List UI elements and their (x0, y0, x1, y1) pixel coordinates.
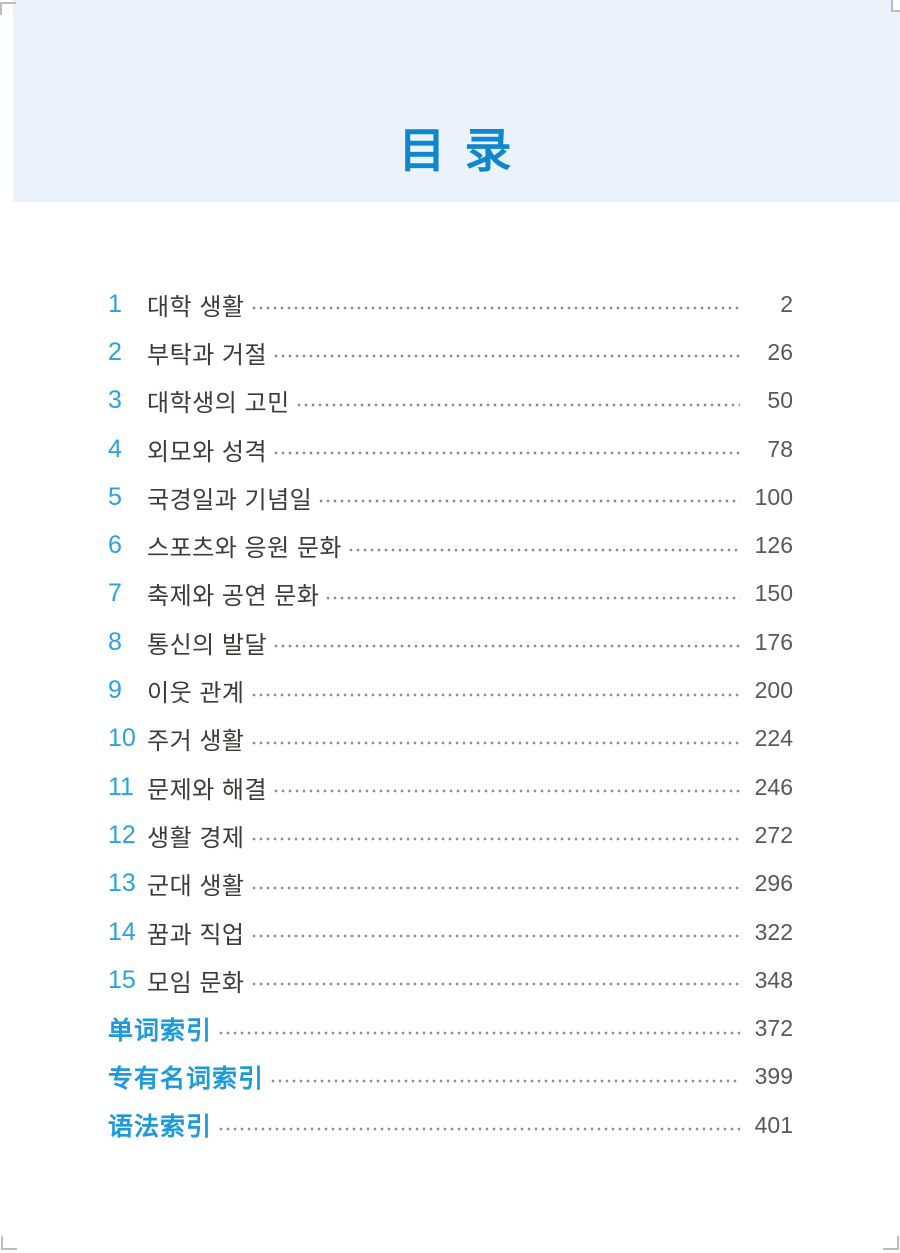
corner-mark-top-right (891, 0, 900, 12)
chapter-title: 대학생의 고민 (147, 390, 290, 418)
page-number: 246 (754, 773, 793, 800)
dot-leader (251, 837, 740, 842)
chapter-title: 스포츠와 응원 문화 (147, 535, 342, 563)
toc-index-proper-noun: 专有名词索引 399 (108, 1053, 793, 1101)
chapter-title: 통신의 발달 (147, 631, 268, 659)
dot-leader (274, 354, 740, 359)
toc-entry-14: 14 꿈과 직업 322 (108, 908, 793, 956)
page-number: 126 (754, 532, 793, 559)
page-number: 399 (754, 1063, 793, 1090)
dot-leader (251, 692, 740, 697)
index-title: 语法索引 (108, 1113, 213, 1142)
chapter-title: 꿈과 직업 (147, 921, 245, 949)
dot-leader (271, 1078, 740, 1083)
chapter-number: 8 (108, 627, 122, 656)
page-number: 200 (754, 677, 793, 704)
corner-mark-bottom-right (883, 1236, 899, 1250)
header-band: 目 录 (13, 0, 900, 202)
index-title: 专有名词索引 (108, 1064, 265, 1093)
dot-leader (251, 885, 740, 890)
toc-entry-3: 3 대학생의 고민 50 (108, 377, 793, 425)
page-number: 322 (754, 918, 793, 945)
chapter-title: 문제와 해결 (147, 776, 268, 804)
toc-entry-2: 2 부탁과 거절 26 (108, 328, 793, 376)
chapter-number: 5 (108, 482, 122, 511)
page-number: 150 (754, 580, 793, 607)
chapter-number: 3 (108, 386, 122, 415)
toc-entry-6: 6 스포츠와 응원 문화 126 (108, 521, 793, 569)
chapter-title: 이웃 관계 (147, 680, 245, 708)
toc-entry-10: 10 주거 생활 224 (108, 715, 793, 763)
dot-leader (326, 595, 740, 600)
page-number: 176 (754, 628, 793, 655)
dot-leader (251, 934, 740, 938)
toc-index-grammar: 语法索引 401 (108, 1101, 793, 1149)
page-number: 26 (767, 338, 793, 365)
dot-leader (319, 499, 740, 504)
chapter-number: 11 (108, 772, 134, 801)
page-number: 372 (754, 1015, 793, 1042)
page-number: 100 (754, 483, 793, 510)
chapter-number: 14 (108, 917, 136, 946)
page-title: 目 录 (398, 124, 515, 177)
page-number: 224 (754, 725, 793, 752)
toc-entry-12: 12 생활 경제 272 (108, 811, 793, 859)
chapter-number: 2 (108, 337, 122, 366)
dot-leader (251, 740, 740, 745)
chapter-number: 6 (108, 531, 122, 560)
index-title: 单词索引 (108, 1016, 213, 1045)
dot-leader (348, 547, 740, 552)
chapter-title: 외모와 성격 (147, 438, 268, 466)
toc-entry-15: 15 모임 문화 348 (108, 956, 793, 1004)
chapter-title: 군대 생활 (147, 873, 245, 901)
chapter-number: 1 (108, 289, 122, 318)
chapter-title: 모임 문화 (147, 969, 245, 997)
chapter-title: 주거 생활 (147, 728, 245, 756)
dot-leader (274, 451, 740, 456)
chapter-number: 4 (108, 434, 122, 463)
toc-entry-5: 5 국경일과 기념일 100 (108, 473, 793, 521)
chapter-title: 축제와 공연 문화 (147, 583, 320, 611)
toc-entry-8: 8 통신의 발달 176 (108, 618, 793, 666)
toc-entry-13: 13 군대 생활 296 (108, 860, 793, 908)
toc-entry-1: 1 대학 생활 2 (108, 280, 793, 328)
toc-index-word: 单词索引 372 (108, 1004, 793, 1052)
toc-list: 1 대학 생활 2 2 부탁과 거절 26 3 대학생의 고민 50 4 외모와… (108, 280, 793, 1149)
chapter-title: 생활 경제 (147, 824, 245, 852)
corner-mark-top-left (0, 2, 16, 15)
toc-entry-9: 9 이웃 관계 200 (108, 666, 793, 714)
page-number: 272 (754, 821, 793, 848)
toc-entry-11: 11 문제와 해결 246 (108, 763, 793, 811)
dot-leader (274, 644, 740, 649)
chapter-number: 15 (108, 965, 136, 994)
page-number: 348 (754, 966, 793, 993)
chapter-title: 부탁과 거절 (147, 341, 268, 369)
chapter-title: 국경일과 기념일 (147, 486, 313, 514)
chapter-title: 대학 생활 (147, 293, 245, 321)
chapter-number: 12 (108, 820, 136, 849)
dot-leader (219, 1030, 740, 1035)
page-number: 401 (754, 1111, 793, 1138)
toc-entry-4: 4 외모와 성격 78 (108, 425, 793, 473)
corner-mark-bottom-left (1, 1236, 17, 1250)
chapter-number: 10 (108, 724, 136, 753)
chapter-number: 7 (108, 579, 122, 608)
chapter-number: 9 (108, 676, 122, 705)
page-number: 50 (767, 387, 793, 414)
toc-entry-7: 7 축제와 공연 문화 150 (108, 570, 793, 618)
page-number: 2 (780, 290, 793, 317)
dot-leader (274, 789, 740, 794)
page-number: 78 (767, 435, 793, 462)
page-number: 296 (754, 870, 793, 897)
dot-leader (251, 306, 740, 311)
chapter-number: 13 (108, 869, 136, 898)
dot-leader (296, 402, 740, 407)
dot-leader (219, 1127, 740, 1132)
dot-leader (251, 982, 740, 987)
